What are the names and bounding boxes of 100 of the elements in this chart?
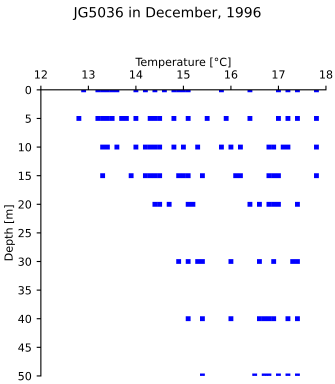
point: [128, 173, 134, 178]
x-axis-title: Temperature [°C]: [135, 57, 230, 68]
point: [257, 202, 262, 207]
point: [142, 173, 148, 178]
point: [314, 144, 319, 150]
point: [295, 202, 300, 207]
point: [186, 173, 191, 178]
point: [262, 316, 267, 322]
point: [100, 144, 106, 150]
y-tick-label: 30: [18, 257, 32, 266]
point: [180, 144, 186, 150]
y-tick-label: 15: [18, 172, 31, 180]
point: [190, 202, 196, 207]
point: [133, 116, 138, 121]
point: [152, 202, 158, 207]
point: [148, 116, 153, 121]
point: [104, 144, 110, 150]
point: [95, 116, 100, 121]
x-tick-label: 14: [130, 70, 142, 79]
y-tick-label: 25: [18, 228, 31, 238]
point: [186, 259, 191, 264]
point: [200, 316, 205, 322]
x-tick-label: 15: [178, 70, 190, 79]
point: [314, 173, 319, 178]
y-tick-label: 40: [18, 314, 32, 324]
point: [228, 316, 234, 322]
point: [157, 202, 162, 207]
point: [186, 316, 191, 322]
point: [286, 144, 290, 150]
y-tick-label: 35: [18, 286, 31, 294]
y-tick-label: 10: [18, 143, 32, 152]
point: [152, 144, 158, 150]
point: [76, 116, 82, 121]
chart-title: JG5036 in December, 1996: [72, 6, 261, 20]
y-tick-label: 45: [18, 343, 31, 352]
point: [271, 259, 276, 264]
point: [171, 144, 176, 150]
x-tick-label: 13: [82, 70, 95, 79]
point: [142, 144, 148, 150]
point: [295, 116, 300, 121]
point: [295, 316, 300, 322]
point: [176, 173, 182, 178]
point: [100, 173, 106, 178]
point: [124, 116, 129, 121]
point: [195, 259, 200, 264]
point: [133, 144, 138, 150]
point: [104, 116, 110, 121]
point: [238, 144, 243, 150]
point: [148, 173, 153, 178]
x-tick-label: 18: [320, 70, 332, 79]
point: [238, 173, 243, 178]
point: [271, 202, 276, 207]
point: [110, 116, 115, 121]
point: [100, 116, 106, 121]
point: [280, 144, 286, 150]
x-tick-label: 16: [225, 70, 238, 79]
point: [286, 316, 290, 322]
point: [157, 173, 162, 178]
point: [266, 173, 272, 178]
y-tick-label: 20: [18, 200, 32, 209]
point: [248, 116, 252, 121]
point: [276, 173, 281, 178]
point: [166, 202, 172, 207]
point: [180, 173, 186, 178]
point: [276, 202, 281, 207]
point: [276, 116, 281, 121]
y-tick-label: 5: [26, 114, 31, 123]
point: [152, 173, 158, 178]
point: [290, 259, 296, 264]
point: [157, 144, 162, 150]
point: [271, 173, 276, 178]
point: [266, 316, 272, 322]
point: [271, 316, 276, 322]
point: [176, 259, 182, 264]
point: [148, 144, 153, 150]
point: [224, 116, 229, 121]
point: [157, 116, 162, 121]
point: [295, 259, 300, 264]
point: [286, 116, 290, 121]
point: [186, 116, 191, 121]
point: [266, 144, 272, 150]
point: [233, 173, 238, 178]
point: [204, 116, 210, 121]
point: [200, 259, 205, 264]
point: [152, 116, 158, 121]
y-axis-title: Depth [m]: [4, 205, 15, 260]
y-tick-label: 0: [26, 86, 32, 94]
x-tick-label: 12: [35, 70, 47, 79]
point: [271, 144, 276, 150]
point: [228, 259, 234, 264]
point: [119, 116, 124, 121]
point: [248, 202, 252, 207]
y-tick-label: 50: [18, 372, 32, 380]
point: [114, 144, 120, 150]
point: [218, 144, 224, 150]
x-tick-label: 17: [272, 70, 285, 79]
point: [195, 144, 200, 150]
point: [171, 116, 176, 121]
point: [186, 202, 191, 207]
point: [257, 316, 262, 322]
